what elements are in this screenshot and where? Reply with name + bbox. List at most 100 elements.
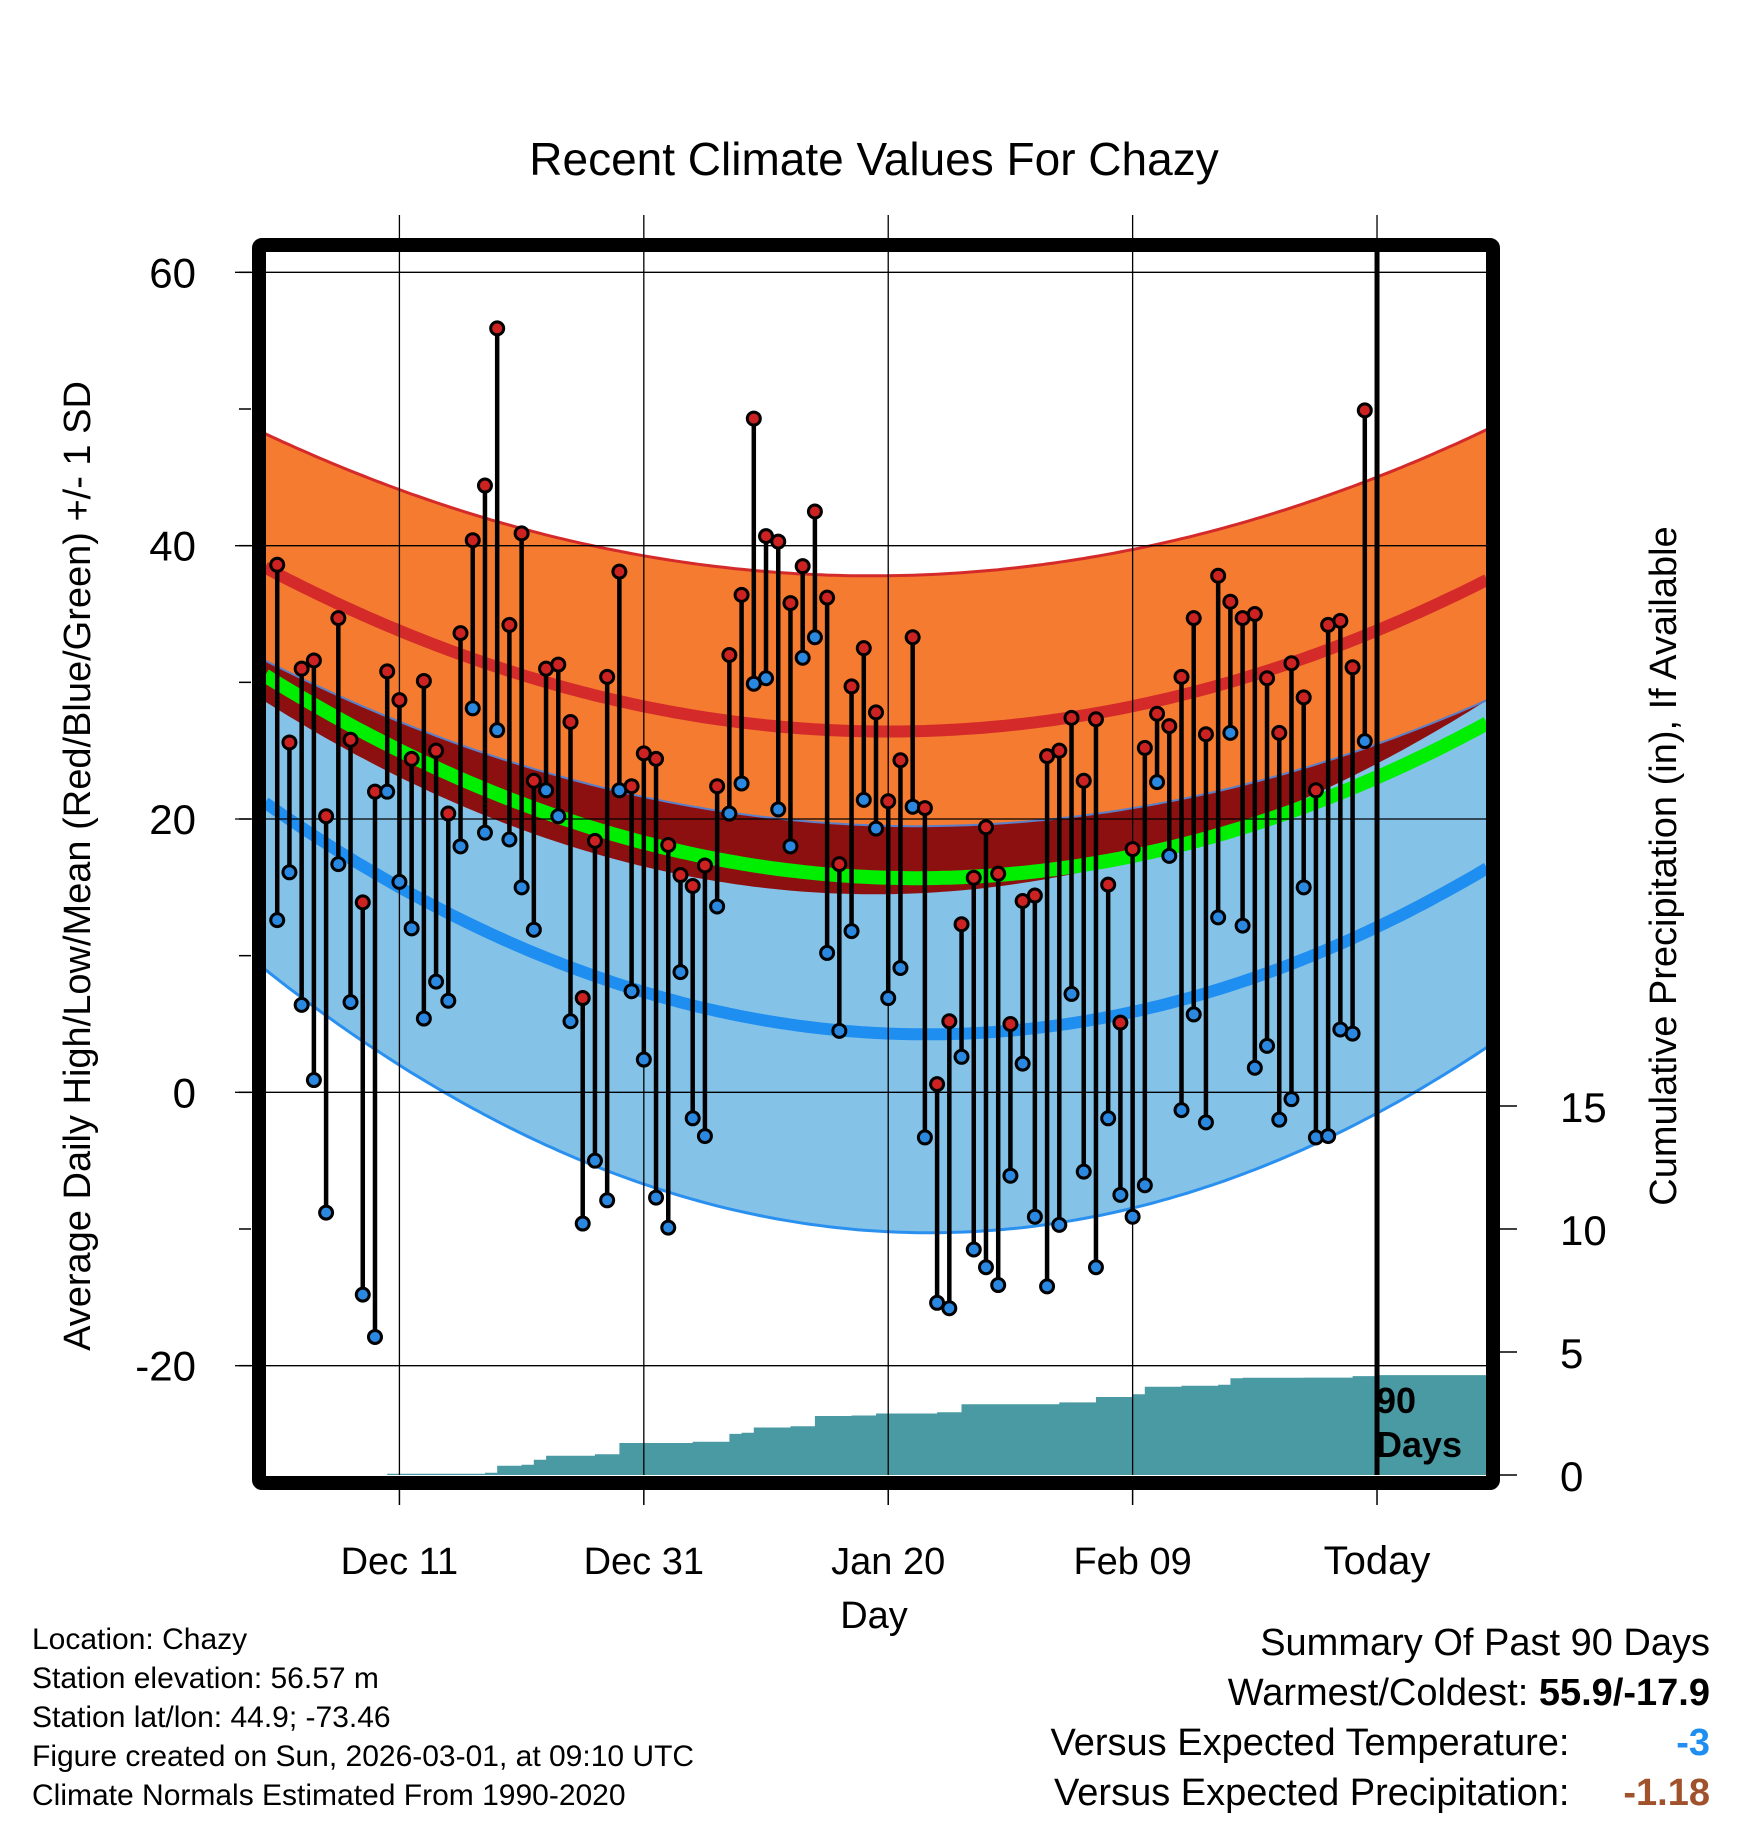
daily-stems	[274, 328, 1368, 1337]
low-point	[305, 1072, 322, 1089]
low-point	[1136, 1177, 1153, 1194]
y-tick-label: 60	[149, 249, 196, 296]
extremes-label: Warmest/Coldest:	[1227, 1672, 1529, 1714]
high-point	[513, 525, 530, 542]
low-point	[269, 912, 286, 929]
high-point	[623, 778, 640, 795]
low-point	[1283, 1091, 1300, 1108]
high-point	[782, 595, 799, 612]
low-point	[476, 824, 493, 841]
high-point	[709, 778, 726, 795]
high-point	[819, 589, 836, 606]
high-point	[379, 663, 396, 680]
high-point	[733, 586, 750, 603]
high-point	[672, 867, 689, 884]
x-axis-label: Day	[840, 1595, 908, 1637]
low-point	[1356, 733, 1373, 750]
low-point	[855, 791, 872, 808]
high-point	[1307, 782, 1324, 799]
low-point	[843, 923, 860, 940]
station-info: Location: Chazy Station elevation: 56.57…	[32, 1620, 694, 1815]
high-point	[464, 532, 481, 549]
precip-fill	[265, 1374, 1487, 1475]
high-point	[525, 772, 542, 789]
high-point	[929, 1076, 946, 1093]
high-point	[342, 731, 359, 748]
high-point	[1344, 659, 1361, 676]
high-point	[1356, 402, 1373, 419]
low-point	[696, 1128, 713, 1145]
chart-title: Recent Climate Values For Chazy	[529, 133, 1218, 185]
high-point	[440, 805, 457, 822]
low-point	[819, 944, 836, 961]
high-point	[562, 713, 579, 730]
low-point	[635, 1051, 652, 1068]
low-point	[806, 629, 823, 646]
high-point	[648, 750, 665, 767]
low-point	[1124, 1208, 1141, 1225]
high-point	[660, 836, 677, 853]
high-point	[428, 742, 445, 759]
low-point	[892, 959, 909, 976]
low-point	[1222, 724, 1239, 741]
x-tick-label: Today	[1324, 1539, 1431, 1583]
high-point	[868, 704, 884, 721]
low-point	[281, 864, 298, 881]
temp-anomaly-value: -3	[1676, 1722, 1710, 1764]
normal-mean-line	[265, 669, 1487, 886]
y-axis-label: Average Daily High/Low/Mean (Red/Blue/Gr…	[57, 381, 99, 1351]
high-point	[1222, 593, 1239, 610]
high-point	[1051, 742, 1068, 759]
summary-title: Summary Of Past 90 Days	[1260, 1622, 1710, 1664]
high-point	[354, 894, 371, 911]
daily-points	[269, 320, 1373, 1345]
high-point	[1283, 655, 1300, 672]
low-point	[1039, 1278, 1056, 1295]
precip-anomaly-label: Versus Expected Precipitation:	[1054, 1772, 1570, 1814]
precip-anomaly-value: -1.18	[1623, 1772, 1710, 1814]
low-point	[977, 1259, 994, 1276]
x-tick-label: Feb 09	[1073, 1541, 1191, 1583]
low-point	[1014, 1055, 1031, 1072]
low-point	[1075, 1163, 1092, 1180]
low-point	[684, 1110, 701, 1127]
high-point	[1271, 724, 1288, 741]
low-point	[868, 820, 884, 837]
high-point	[953, 916, 970, 933]
x-tick-label: Dec 11	[341, 1541, 459, 1583]
low-point	[586, 1152, 603, 1169]
high-point	[1026, 887, 1043, 904]
high-point	[305, 652, 322, 669]
high-point	[318, 808, 335, 825]
high-point	[745, 410, 762, 427]
low-point	[1271, 1111, 1288, 1128]
axes: -20 0 20 40 60 Dec 11 Dec 31 Jan 20 Feb 09 Today 0…	[135, 249, 1606, 1583]
low-point	[672, 964, 689, 981]
high-point	[1185, 610, 1202, 627]
low-point	[1112, 1186, 1129, 1203]
created-text: Figure created on Sun, 2026-03-01, at 09…	[32, 1740, 695, 1773]
high-point	[904, 629, 921, 646]
high-point	[1259, 670, 1276, 687]
y2-axis-label: Cumulative Precipitation (in), If Availa…	[1643, 526, 1685, 1205]
high-point	[1087, 711, 1104, 728]
low-point	[880, 990, 897, 1007]
y-tick-label: 40	[149, 523, 196, 570]
normals-text: Climate Normals Estimated From 1990-2020	[32, 1779, 626, 1812]
high-point	[721, 647, 738, 663]
y-tick-label: -20	[135, 1343, 196, 1390]
extremes-value: 55.9/-17.9	[1538, 1672, 1710, 1714]
low-point	[513, 879, 530, 896]
low-point	[782, 838, 799, 855]
high-point	[489, 320, 506, 337]
y2-tick-label: 15	[1560, 1084, 1607, 1131]
high-point	[1100, 876, 1117, 893]
y2-tick-label: 0	[1560, 1453, 1583, 1500]
low-point	[538, 782, 555, 799]
low-point	[1246, 1059, 1263, 1076]
high-point	[415, 672, 432, 689]
low-point	[562, 1013, 579, 1030]
low-point	[428, 973, 445, 990]
high-point	[770, 533, 787, 550]
low-point	[1026, 1208, 1043, 1225]
